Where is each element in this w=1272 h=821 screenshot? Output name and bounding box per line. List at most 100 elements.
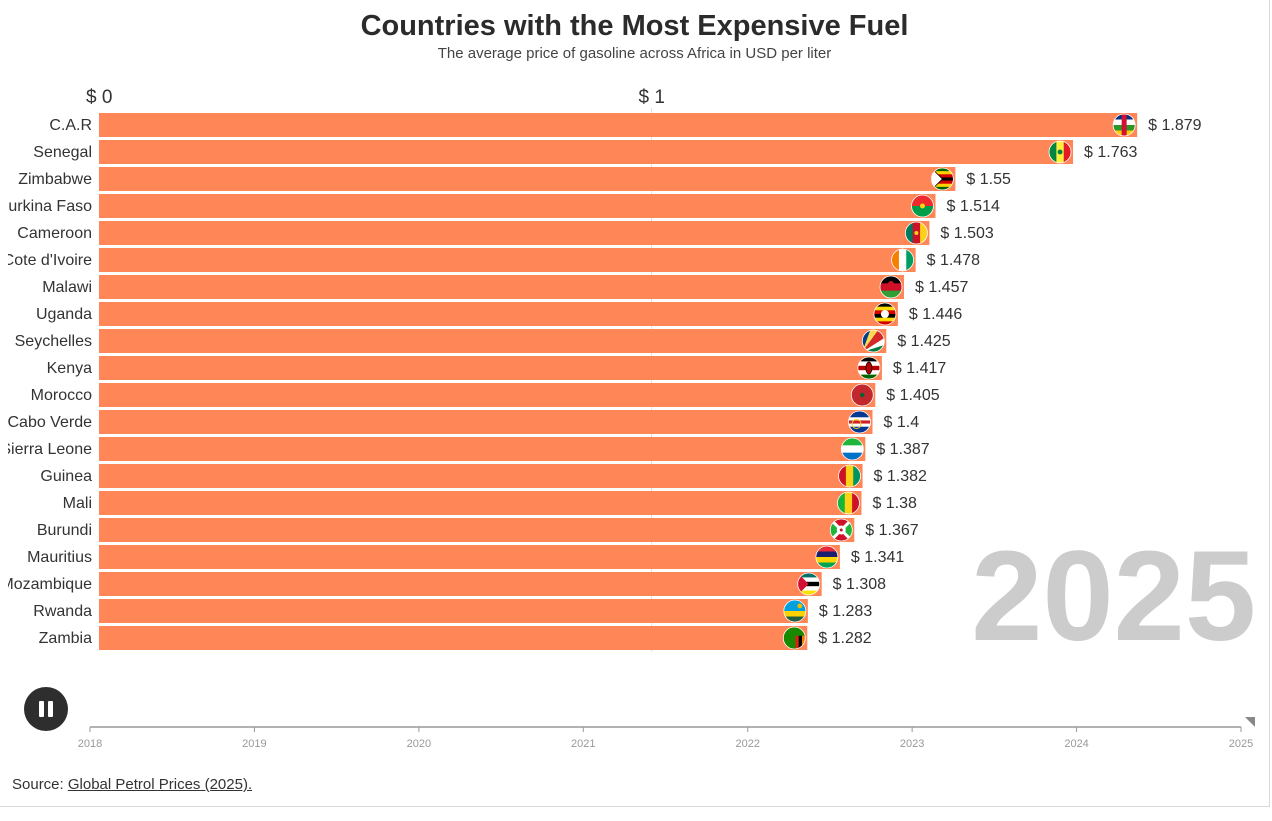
flag-zimbabwe-icon (930, 167, 954, 191)
flag-part (879, 283, 902, 292)
bar-8 (99, 329, 887, 353)
flag-body (848, 411, 871, 433)
category-label-2: Zimbabwe (18, 171, 92, 188)
flag-part (848, 420, 871, 425)
value-label-6: $ 1.457 (915, 279, 968, 296)
flag-cameroon-icon (905, 221, 928, 245)
category-label-14: Mali (63, 495, 92, 512)
flag-part (783, 600, 806, 611)
flag-part (879, 276, 902, 284)
category-label-7: Uganda (36, 306, 92, 323)
flag-body (837, 492, 860, 514)
flag-part (797, 573, 820, 578)
value-label-5: $ 1.478 (927, 252, 980, 269)
flag-star (914, 231, 919, 235)
current-year-label: 2025 (971, 525, 1256, 668)
flag-outline (857, 356, 881, 380)
flag-part (797, 590, 820, 595)
value-label-18: $ 1.283 (819, 603, 872, 620)
flag-part (815, 546, 838, 552)
flag-part (845, 465, 854, 487)
category-label-5: Cote d'Ivoire (3, 252, 92, 269)
flag-part (848, 414, 871, 418)
flag-body (783, 600, 806, 622)
bar-18 (99, 599, 808, 623)
flag-part (1121, 114, 1127, 136)
source-link[interactable]: Global Petrol Prices (2025). (67, 776, 253, 793)
flag-part (798, 635, 803, 649)
flag-outline (891, 248, 914, 272)
category-label-0: C.A.R (49, 117, 92, 134)
category-label-11: Cabo Verde (7, 414, 92, 431)
flag-body (891, 249, 914, 271)
flag-part (848, 423, 871, 428)
flag-morocco-icon (850, 383, 874, 407)
flag-outline (861, 329, 885, 353)
flag-triangle (931, 168, 943, 190)
source-note: Source: Global Petrol Prices (2025). (12, 776, 252, 793)
value-label-2: $ 1.55 (966, 171, 1011, 188)
timeline-year-2: 2020 (407, 738, 431, 750)
value-label-13: $ 1.382 (874, 468, 927, 485)
value-label-16: $ 1.341 (851, 549, 904, 566)
flag-outline (829, 518, 853, 542)
flag-part (838, 465, 847, 487)
value-label-4: $ 1.503 (940, 225, 993, 242)
flag-part (1049, 141, 1057, 163)
timeline-handle[interactable] (1245, 717, 1255, 727)
value-label-8: $ 1.425 (897, 333, 950, 350)
flag-outline (1048, 140, 1072, 164)
flag-mali-icon (837, 491, 860, 515)
flag-star (1057, 149, 1063, 155)
flag-part (848, 426, 871, 431)
flag-part (931, 174, 954, 178)
flag-part (857, 357, 880, 362)
flag-part (783, 616, 806, 622)
bar-4 (99, 221, 930, 245)
flag-outline (783, 599, 807, 623)
flag-part (873, 306, 896, 311)
bar-13 (99, 464, 863, 488)
category-label-4: Cameroon (17, 225, 92, 242)
bar-5 (99, 248, 916, 272)
category-label-15: Burundi (37, 522, 92, 539)
pause-button[interactable] (24, 687, 68, 731)
flag-triangle (797, 573, 809, 595)
timeline-year-1: 2019 (242, 738, 266, 750)
timeline-year-3: 2021 (571, 738, 595, 750)
flag-part (837, 492, 846, 514)
bar-11 (99, 410, 873, 434)
flag-part (815, 551, 838, 558)
flag-part (873, 321, 896, 325)
flag-star (839, 528, 843, 532)
value-label-14: $ 1.38 (872, 495, 917, 512)
flag-part (1063, 141, 1072, 163)
flag-outline (838, 464, 861, 488)
flag-part (841, 445, 864, 454)
chart-subtitle: The average price of gasoline across Afr… (437, 45, 832, 62)
bar-0 (99, 113, 1138, 137)
flag-part (891, 249, 900, 271)
flag-part (830, 519, 842, 541)
bar-6 (99, 275, 904, 299)
flag-part (815, 562, 838, 568)
value-label-10: $ 1.405 (886, 387, 939, 404)
flag-part (797, 586, 820, 592)
category-label-9: Kenya (47, 360, 92, 377)
flag-part (898, 249, 907, 271)
flag-uganda-icon (873, 302, 897, 326)
flag-part (853, 465, 861, 487)
flag-body (851, 384, 874, 406)
timeline[interactable]: 2018 2019 2020 2021 2022 2023 2024 2025 (78, 717, 1255, 750)
flag-part (931, 183, 954, 188)
flag-part (848, 411, 871, 415)
flag-sierra-leone-icon (840, 437, 864, 461)
bar-2 (99, 167, 956, 191)
flag-star (887, 281, 894, 287)
bar-3 (99, 194, 936, 218)
flag-part (931, 168, 954, 172)
timeline-year-4: 2022 (735, 738, 759, 750)
flag-outline (815, 545, 839, 569)
